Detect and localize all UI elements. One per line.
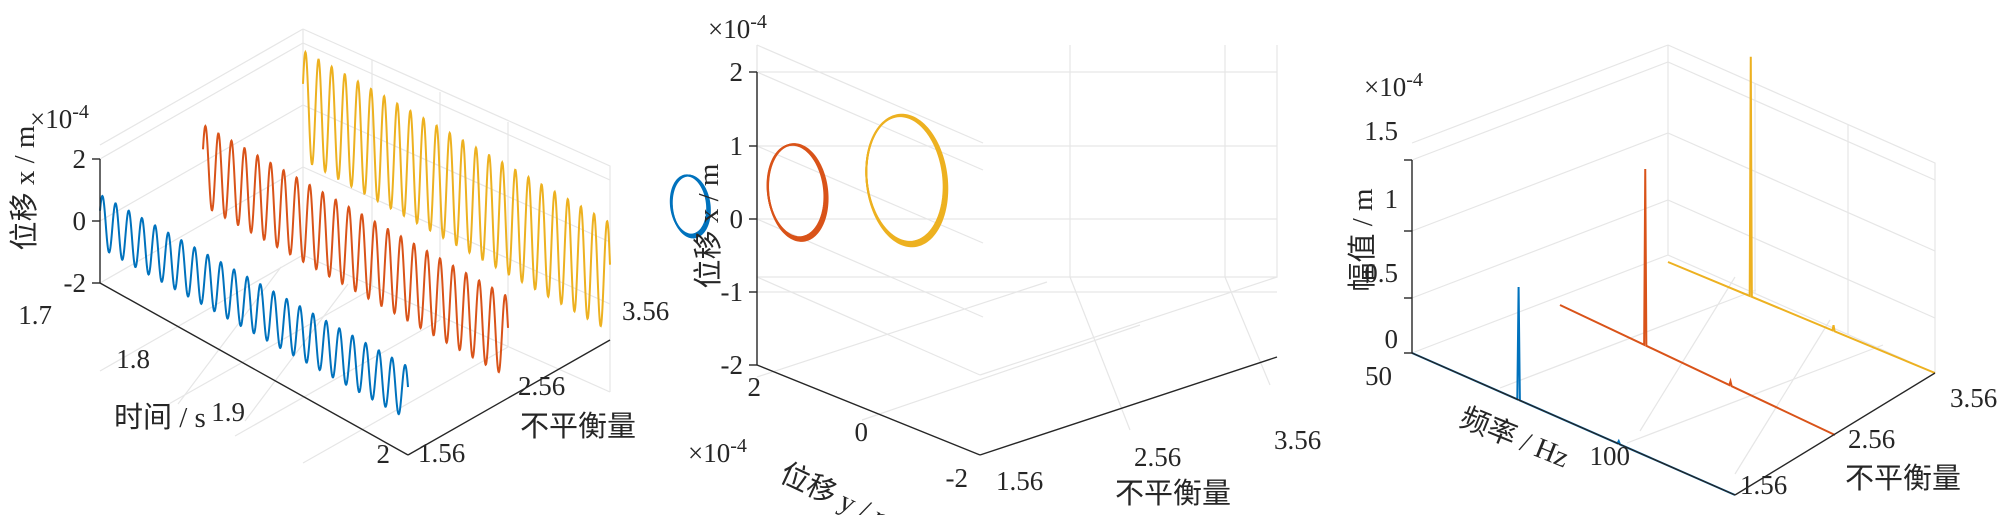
panel-time-history: 2 0 -2 1.7 1.8 1.9 2 1.56 2.56 3.56 时间 /… [8,28,669,469]
p2-x-tick-3-56: 3.56 [1274,425,1321,455]
p3-axes [1404,159,1936,496]
p2-x-tick-2-56: 2.56 [1134,442,1181,472]
p2-y-tick-0: 0 [855,417,869,447]
p2-orbit-loop [670,174,711,239]
p2-axes [749,71,1278,456]
p3-z-tick-1-5: 1.5 [1364,116,1398,146]
p3-series-line-1 [1411,287,1736,496]
p2-z-tick-m1: -1 [721,277,744,307]
p1-y-axis-label: 不平衡量 [520,410,636,443]
p3-x-tick-50: 50 [1365,361,1392,391]
p1-x-tick-1-7: 1.7 [18,300,52,330]
p1-z-tick-0: 0 [73,206,87,236]
p1-z-tick-2: 2 [73,144,87,174]
p2-z-tick-0: 0 [730,204,744,234]
p1-y-tick-1-56: 1.56 [418,438,465,468]
p3-y-axis-label: 不平衡量 [1845,462,1961,495]
p2-orbit-series-3 [865,113,949,248]
p2-x-axis-label: 不平衡量 [1115,477,1231,510]
p1-x-tick-1-8: 1.8 [116,344,150,374]
p2-x-tick-1-56: 1.56 [996,466,1043,496]
p3-x-tick-100: 100 [1590,441,1631,471]
p2-y-multiplier: ×10-4 [688,435,747,468]
p3-x-axis-label: 频率 / Hz [1455,401,1574,474]
p2-z-tick-m2: -2 [721,350,744,380]
p3-z-tick-0-5: 0.5 [1364,258,1398,288]
p3-z-multiplier: ×10-4 [1364,69,1423,102]
p2-orbit-loop [865,113,949,248]
p2-grid [756,44,1278,431]
p2-orbit-loop [767,143,829,242]
p1-z-tick-m2: -2 [64,268,87,298]
p2-z-tick-2: 2 [730,57,744,87]
p2-z-tick-1: 1 [730,131,744,161]
p1-x-axis-label: 时间 / s [114,401,206,434]
p1-x-tick-2: 2 [377,439,391,469]
p2-y-tick-2: 2 [748,372,762,402]
p2-y-axis-label: 位移 y / m [775,456,903,515]
p1-y-tick-2-56: 2.56 [518,371,565,401]
p1-z-axis-label: 位移 x / m [8,125,41,250]
p3-z-tick-0: 0 [1385,324,1399,354]
p3-grid [1411,44,1936,475]
p3-y-tick-3-56: 3.56 [1950,383,1997,413]
p3-y-tick-1-56: 1.56 [1740,470,1787,500]
p3-z-axis-label: 幅值 / m [1346,188,1379,292]
p1-axes [92,158,611,456]
p3-z-tick-1: 1 [1385,184,1399,214]
p3-series-line-3 [1667,56,1936,374]
p2-z-axis-label: 位移 x / m [692,163,725,288]
p3-series-line-2 [1559,169,1836,436]
p1-y-tick-3-56: 3.56 [622,296,669,326]
p2-orbit-series-2 [766,143,829,242]
p1-series-line-3 [302,49,611,328]
panel-spectra: 1.5 1 0.5 0 50 100 1.56 2.56 3.56 频率 / H… [1346,44,1997,500]
p1-series-line-2 [202,124,509,374]
p1-z-multiplier: ×10-4 [30,101,89,134]
p1-x-tick-1-9: 1.9 [211,397,245,427]
p2-z-multiplier: ×10-4 [708,11,767,44]
p1-traces [99,49,611,416]
p2-orbits [669,113,949,248]
p3-y-tick-2-56: 2.56 [1848,424,1895,454]
panel-orbits: 2 1 0 -1 -2 2 0 -2 1.56 2.56 3.56 不平衡量 位… [669,11,1321,515]
p2-y-tick-m2: -2 [946,463,969,493]
p1-series-line-1 [99,194,409,416]
p2-orbit-series-1 [669,174,711,239]
